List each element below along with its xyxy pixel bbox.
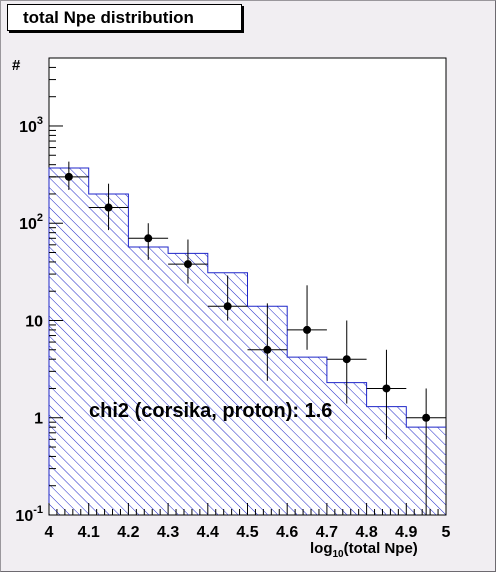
axes-layer: 4 4.1 4.2 4.3 4.4 4.5 4.6 4.7 4.8 4.9 510-11101021…	[15, 57, 451, 541]
y-tick-label: 103	[19, 115, 43, 136]
data-point	[263, 345, 272, 354]
histogram-outline	[48, 167, 446, 515]
y-tick-base: 10	[25, 313, 43, 330]
data-point	[223, 302, 232, 311]
y-tick-label: 102	[19, 212, 43, 233]
x-axis-title-subscript: 10	[333, 549, 345, 560]
data-point	[104, 203, 113, 212]
x-tick-label: 4.1	[78, 524, 100, 541]
x-tick-label: 4.4	[197, 524, 219, 541]
x-tick-label: 5	[442, 524, 451, 541]
x-tick-label: 4.7	[316, 524, 338, 541]
x-tick-label: 4.8	[355, 524, 377, 541]
x-tick-label: 4.2	[117, 524, 139, 541]
y-tick-label: 1	[34, 411, 43, 428]
y-tick-label: 10-1	[15, 504, 43, 525]
data-point	[303, 325, 312, 334]
x-tick-label: 4.3	[157, 524, 179, 541]
data-points-layer	[49, 161, 446, 515]
data-point	[183, 260, 192, 269]
y-tick-label: 10	[25, 313, 43, 330]
chi2-annotation: chi2 (corsika, proton): 1.6	[89, 400, 332, 422]
x-axis-title: log10(total Npe)	[310, 540, 418, 560]
y-tick-base: 10	[15, 508, 33, 525]
y-tick-exponent: 3	[37, 115, 43, 127]
x-axis-title-rest: (total Npe)	[344, 540, 418, 557]
data-point	[382, 384, 391, 393]
y-axis-title: #	[12, 57, 21, 74]
x-axis-title-main: log	[310, 540, 333, 557]
data-point	[144, 234, 153, 243]
data-point	[342, 355, 351, 364]
y-tick-exponent: -1	[33, 504, 43, 516]
y-tick-base: 10	[19, 216, 37, 233]
data-point	[422, 413, 431, 422]
x-tick-label: 4.6	[276, 524, 298, 541]
y-tick-base: 1	[34, 411, 43, 428]
x-tick-label: 4.5	[236, 524, 258, 541]
x-tick-label: 4.9	[395, 524, 417, 541]
x-tick-label: 4	[45, 524, 54, 541]
y-tick-exponent: 2	[37, 212, 43, 224]
chart-title: total Npe distribution	[7, 4, 242, 31]
y-tick-base: 10	[19, 119, 37, 136]
data-point	[64, 172, 73, 181]
